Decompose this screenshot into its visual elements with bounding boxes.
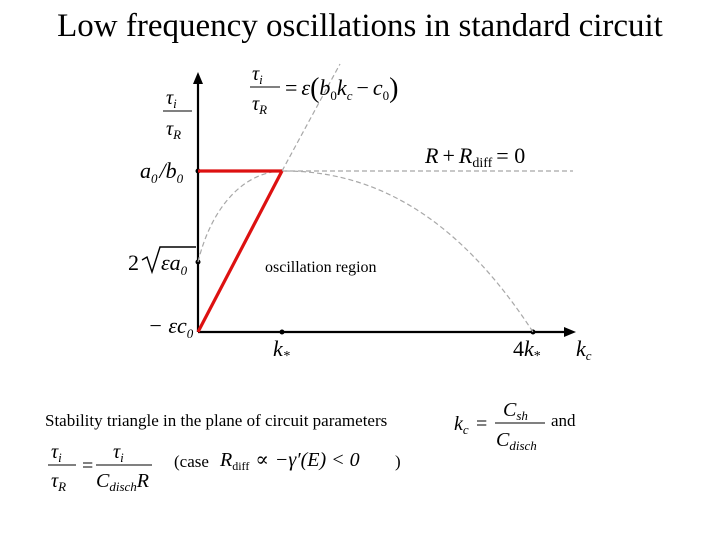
x-axis-arrow	[564, 327, 576, 337]
triangle-diagonal-edge	[196, 170, 284, 333]
x-axis-label: kc	[576, 336, 592, 363]
svg-text:τi: τi	[113, 441, 124, 465]
svg-text:Csh: Csh	[503, 399, 528, 423]
caption-case-open: (case	[174, 452, 209, 471]
svg-text:Cdisch: Cdisch	[496, 429, 537, 453]
svg-text:τi: τi	[252, 63, 263, 87]
stability-triangle	[196, 169, 284, 333]
svg-text:εa0: εa0	[161, 250, 188, 278]
svg-text:τR: τR	[252, 93, 267, 117]
caption-line: Stability triangle in the plane of circu…	[45, 411, 388, 430]
case-expression: Rdiff ∝ −γ′(E) < 0	[219, 449, 360, 473]
tau-definition: τi τR = τi CdischR	[48, 441, 152, 494]
label-a0-over-b0: a0/b0	[140, 158, 184, 186]
label-minus-eps-c0: − εc0	[148, 313, 194, 341]
slide-title: Low frequency oscillations in standard c…	[57, 8, 663, 44]
tick-kstar	[279, 329, 285, 335]
kc-definition: kc = Csh Cdisch	[454, 399, 545, 453]
svg-text:τR: τR	[51, 470, 66, 494]
svg-text:τi: τi	[166, 87, 177, 111]
dashed-curves	[197, 63, 573, 333]
line-equation: τi τR = ε(b0kc − c0)	[250, 63, 398, 117]
label-k-star: k*	[273, 336, 290, 364]
svg-text:τR: τR	[166, 118, 181, 142]
svg-text:=: =	[82, 455, 93, 477]
svg-text:kc: kc	[454, 413, 469, 437]
svg-text:=: =	[476, 413, 487, 435]
axes	[193, 72, 576, 337]
rdiff-equation: R + Rdiff = 0	[424, 143, 525, 171]
y-axis-arrow	[193, 72, 203, 84]
svg-text:2: 2	[128, 250, 139, 275]
caption-case-close: )	[395, 452, 401, 471]
caption-and: and	[551, 411, 576, 430]
label-two-sqrt-eps-a0: 2 εa0	[128, 246, 196, 278]
instability-line	[281, 63, 341, 172]
svg-text:CdischR: CdischR	[96, 470, 149, 494]
label-four-k-star: 4k*	[513, 336, 541, 364]
svg-text:=ε(b0kc−c0): = ε(b0kc − c0)	[285, 73, 398, 104]
parabola-curve	[197, 170, 534, 333]
y-axis-label: τi τR	[163, 87, 192, 142]
svg-text:τi: τi	[51, 441, 62, 465]
oscillation-region-label: oscillation region	[265, 259, 377, 276]
